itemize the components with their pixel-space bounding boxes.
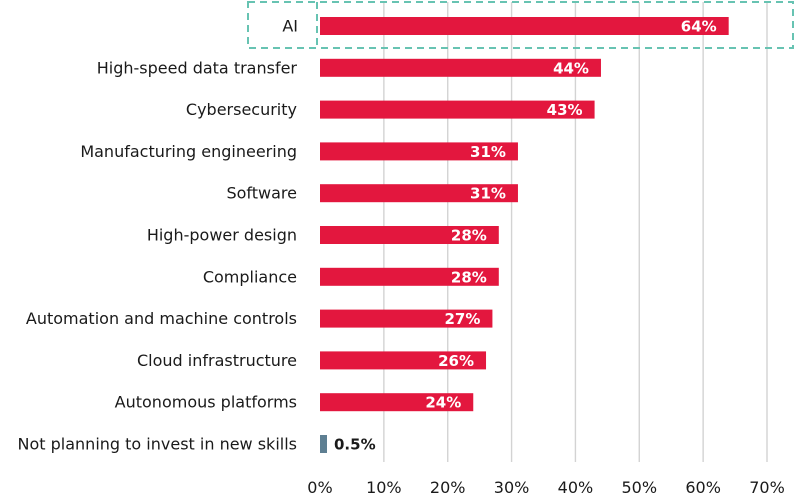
category-label: Autonomous platforms: [115, 393, 297, 412]
category-label: Compliance: [203, 267, 297, 286]
bar: [320, 142, 518, 161]
category-label: Not planning to invest in new skills: [18, 435, 297, 454]
x-tick-label: 10%: [366, 478, 402, 497]
x-tick-label: 50%: [622, 478, 658, 497]
x-tick-label: 0%: [307, 478, 332, 497]
x-tick-label: 60%: [685, 478, 721, 497]
bar: [320, 17, 729, 35]
x-tick-label: 20%: [430, 478, 466, 497]
data-label: 24%: [425, 394, 461, 412]
data-label: 26%: [438, 352, 474, 370]
data-label: 28%: [451, 268, 487, 286]
bar: [320, 100, 595, 119]
category-label: Cloud infrastructure: [137, 351, 297, 370]
category-label: High-speed data transfer: [97, 58, 298, 77]
category-label: Cybersecurity: [186, 100, 297, 119]
category-labels: AI High-speed data transfer Cybersecurity M…: [18, 17, 298, 454]
grid-lines: [383, 2, 768, 462]
x-tick-label: 30%: [494, 478, 530, 497]
category-label: Manufacturing engineering: [80, 142, 297, 161]
bar: [320, 309, 493, 328]
data-label: 31%: [470, 143, 506, 161]
category-label: Automation and machine controls: [26, 309, 297, 328]
highlight-box: [247, 1, 794, 49]
category-label: Software: [226, 184, 297, 203]
bars: [320, 17, 729, 453]
x-tick-label: 40%: [558, 478, 594, 497]
category-label: High-power design: [147, 226, 297, 245]
category-label: AI: [282, 17, 298, 36]
bar: [320, 58, 601, 77]
bar: [320, 393, 474, 412]
x-axis-ticks: 0% 10% 20% 30% 40% 50% 60% 70%: [307, 478, 784, 497]
x-tick-label: 70%: [749, 478, 785, 497]
data-label: 28%: [451, 227, 487, 245]
data-label: 43%: [547, 101, 583, 119]
bar: [320, 184, 518, 203]
data-label: 27%: [445, 310, 481, 328]
highlight-layer: [247, 1, 794, 49]
value-labels: 64% 44% 43% 31% 31% 28% 28% 27% 26% 24% 0.5%: [334, 18, 717, 454]
bar: [320, 435, 327, 453]
data-label: 44%: [553, 59, 589, 77]
data-label: 0.5%: [334, 436, 376, 454]
bar: [320, 267, 499, 286]
bar: [320, 226, 499, 244]
data-label: 31%: [470, 185, 506, 203]
bar: [320, 351, 487, 370]
data-label: 64%: [681, 18, 717, 36]
